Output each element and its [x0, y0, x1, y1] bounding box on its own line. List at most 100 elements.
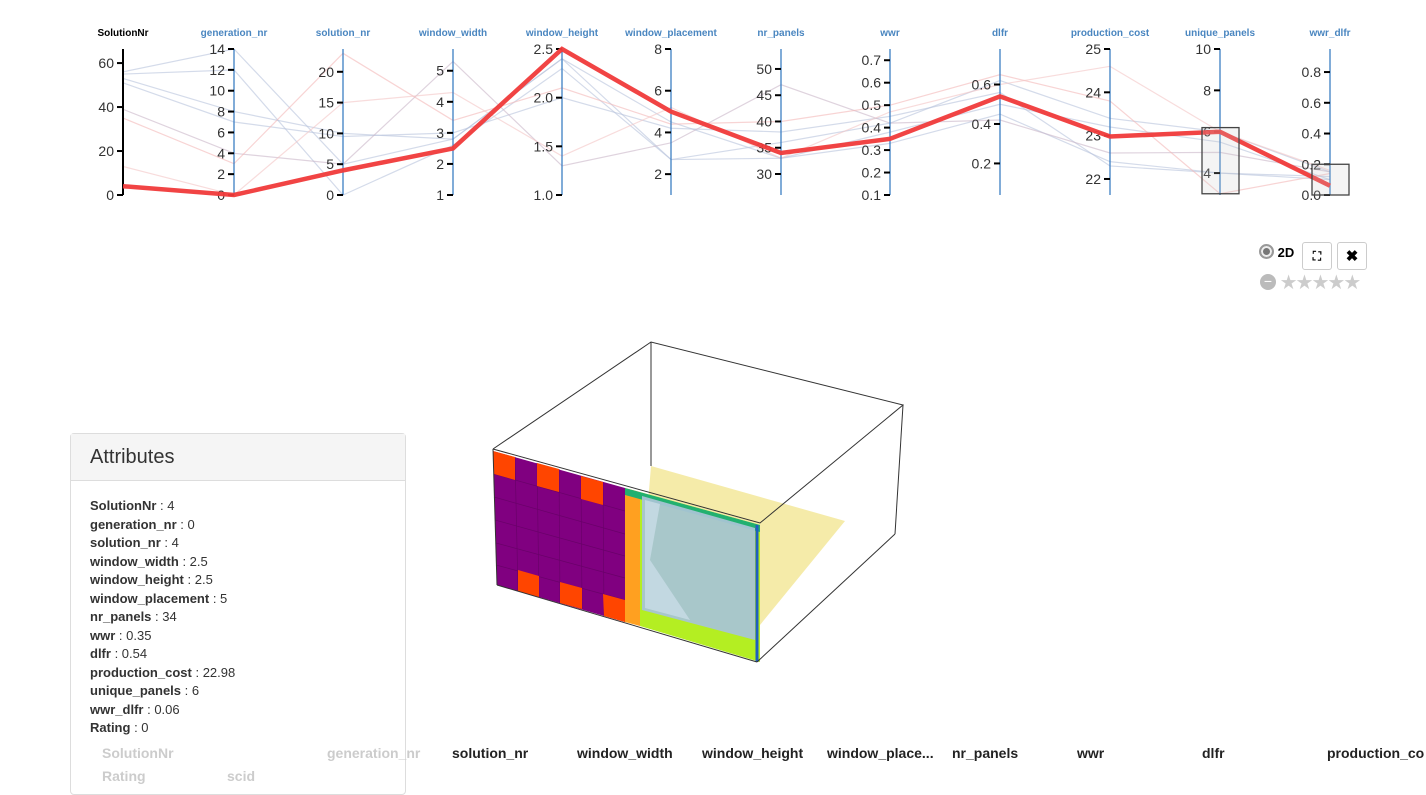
axis-title[interactable]: window_width: [418, 28, 487, 39]
tick-label: 60: [98, 55, 114, 71]
attribute-row: nr_panels : 34: [90, 609, 177, 624]
column-header[interactable]: solution_nr: [452, 745, 529, 761]
data-line: [122, 57, 1331, 173]
fullscreen-button[interactable]: ⛶: [1302, 242, 1332, 270]
column-header[interactable]: window_height: [702, 745, 804, 761]
attribute-value: 5: [220, 590, 228, 606]
attribute-value: 2.5: [189, 553, 208, 569]
axis-title[interactable]: wwr: [879, 28, 900, 39]
attribute-row: SolutionNr : 4: [90, 498, 175, 513]
attribute-value: 0: [187, 516, 195, 532]
attribute-row: dlfr : 0.54: [90, 646, 148, 661]
tick-label: 0.4: [972, 116, 992, 132]
tick-label: 3: [436, 125, 444, 141]
column-header[interactable]: production_co: [1327, 745, 1425, 761]
attribute-value: 22.98: [202, 664, 236, 680]
tick-label: 22: [1085, 171, 1101, 187]
tick-label: 40: [98, 99, 114, 115]
red-panels: [493, 451, 625, 622]
column-header[interactable]: nr_panels: [952, 745, 1019, 761]
axis-title[interactable]: nr_panels: [757, 28, 805, 39]
tick-label: 0.2: [972, 155, 992, 171]
axis-title[interactable]: solution_nr: [316, 28, 371, 39]
column-header[interactable]: generation_nr: [327, 745, 421, 761]
attribute-value: 34: [162, 609, 177, 624]
column-header[interactable]: SolutionNr: [102, 745, 174, 761]
axis-title[interactable]: wwr_dlfr: [1308, 28, 1350, 39]
attribute-key: SolutionNr: [90, 498, 157, 513]
tick-label: 4: [1203, 165, 1211, 181]
attribute-row: Rating : 0: [90, 720, 149, 735]
attribute-row: window_width : 2.5: [90, 553, 208, 569]
tick-label: 14: [209, 41, 225, 57]
rating-stars[interactable]: − ★★★★★: [1260, 270, 1361, 295]
star-icon[interactable]: ★: [1327, 272, 1345, 294]
clear-rating-icon[interactable]: −: [1260, 274, 1276, 290]
tick-label: 2: [217, 166, 225, 182]
attribute-row: solution_nr : 4: [90, 535, 179, 550]
tick-label: 2.0: [534, 90, 554, 106]
star-icon[interactable]: ★: [1343, 272, 1361, 294]
parallel-coordinates-chart[interactable]: SolutionNr0204060generation_nr0246810121…: [0, 0, 1426, 230]
attribute-key: Rating: [90, 720, 131, 735]
highlighted-solution-line[interactable]: [122, 46, 1331, 198]
tick-label: 4: [436, 94, 444, 110]
tick-label: 24: [1085, 84, 1101, 100]
tick-label: 1.5: [534, 138, 554, 154]
axis-title[interactable]: window_height: [525, 28, 599, 39]
attribute-value: 0.35: [126, 627, 152, 643]
tick-label: 1: [436, 187, 444, 203]
star-icon[interactable]: ★: [1311, 272, 1329, 294]
axis-title[interactable]: dlfr: [992, 28, 1008, 39]
tick-label: 4: [654, 124, 662, 140]
column-header[interactable]: dlfr: [1202, 745, 1225, 761]
tick-label: 8: [217, 104, 225, 120]
attribute-key: dlfr: [90, 646, 111, 661]
axis-title[interactable]: production_cost: [1071, 28, 1150, 39]
tick-label: 20: [98, 143, 114, 159]
attribute-value: 4: [167, 498, 175, 513]
data-line: [122, 52, 1331, 195]
attribute-key: generation_nr: [90, 516, 177, 532]
column-header[interactable]: window_width: [577, 745, 673, 761]
column-header[interactable]: window_place...: [827, 745, 934, 761]
axis-brush[interactable]: [1201, 126, 1240, 195]
tick-label: 1.0: [534, 187, 554, 203]
close-icon: ✖: [1345, 248, 1359, 265]
attribute-key: production_cost: [90, 664, 192, 680]
tick-label: 50: [756, 61, 772, 77]
close-button[interactable]: ✖: [1337, 242, 1367, 270]
tick-label: 0.8: [1302, 64, 1322, 80]
bounding-box: [492, 341, 905, 663]
star-icon[interactable]: ★: [1279, 272, 1298, 294]
tick-label: 25: [1085, 41, 1101, 57]
attribute-row: window_placement : 5: [90, 590, 228, 606]
tick-label: 15: [318, 95, 334, 111]
tick-label: 6: [654, 83, 662, 99]
axis-title[interactable]: window_placement: [624, 28, 717, 39]
column-header[interactable]: Rating: [102, 768, 146, 784]
axis-title[interactable]: generation_nr: [201, 28, 268, 39]
attribute-key: window_height: [90, 572, 184, 587]
tick-label: 0.4: [1302, 126, 1322, 142]
attribute-row: generation_nr : 0: [90, 516, 195, 532]
mode-2d-radio[interactable]: 2D: [1259, 244, 1294, 260]
axis-title[interactable]: SolutionNr: [97, 28, 148, 39]
tick-label: 5: [326, 156, 334, 172]
attribute-value: 4: [171, 535, 179, 550]
star-icon[interactable]: ★: [1295, 272, 1314, 294]
data-line: [122, 48, 1331, 181]
column-header[interactable]: scid: [227, 768, 256, 784]
tick-label: 2: [436, 156, 444, 172]
attribute-key: window_placement: [90, 590, 210, 606]
data-line: [122, 60, 1331, 173]
attribute-row: window_height : 2.5: [90, 572, 213, 587]
tick-label: 12: [209, 62, 225, 78]
column-header[interactable]: wwr: [1077, 745, 1105, 761]
axis-title[interactable]: unique_panels: [1185, 28, 1255, 39]
tick-label: 0.7: [862, 52, 882, 68]
axis-brush[interactable]: [1311, 163, 1350, 196]
tick-label: 8: [654, 41, 662, 57]
tick-label: 0.6: [862, 75, 882, 91]
